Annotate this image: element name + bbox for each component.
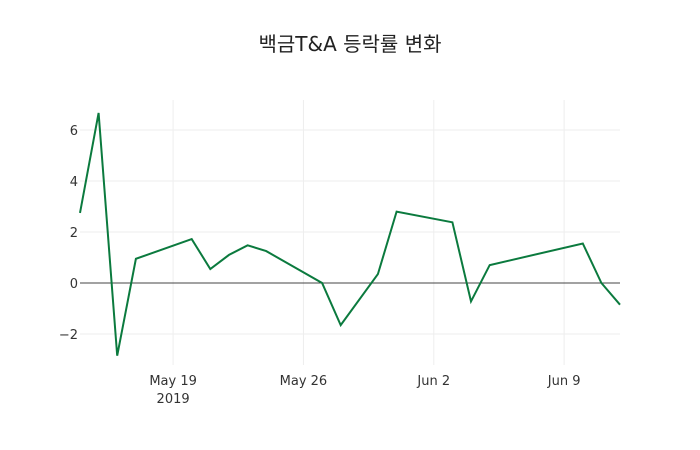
- y-tick-label: 0: [70, 277, 78, 292]
- x-tick-label: May 26: [280, 374, 328, 389]
- x-axis-ticks: May 19 2019 May 26 Jun 2 Jun 9: [149, 374, 580, 407]
- x-tick-year-label: 2019: [157, 392, 190, 407]
- y-axis-ticks: −2 0 2 4 6: [59, 124, 78, 343]
- chart-title: 백금T&A 등락률 변화: [258, 32, 442, 56]
- gridlines: [80, 100, 620, 365]
- y-tick-label: 6: [70, 124, 78, 139]
- y-tick-label: −2: [59, 328, 78, 343]
- rate-change-line: [79, 112, 621, 356]
- y-tick-label: 4: [70, 175, 78, 190]
- x-tick-label: Jun 9: [547, 374, 581, 389]
- x-tick-label: May 19: [149, 374, 197, 389]
- x-tick-label: Jun 2: [416, 374, 450, 389]
- y-tick-label: 2: [70, 226, 78, 241]
